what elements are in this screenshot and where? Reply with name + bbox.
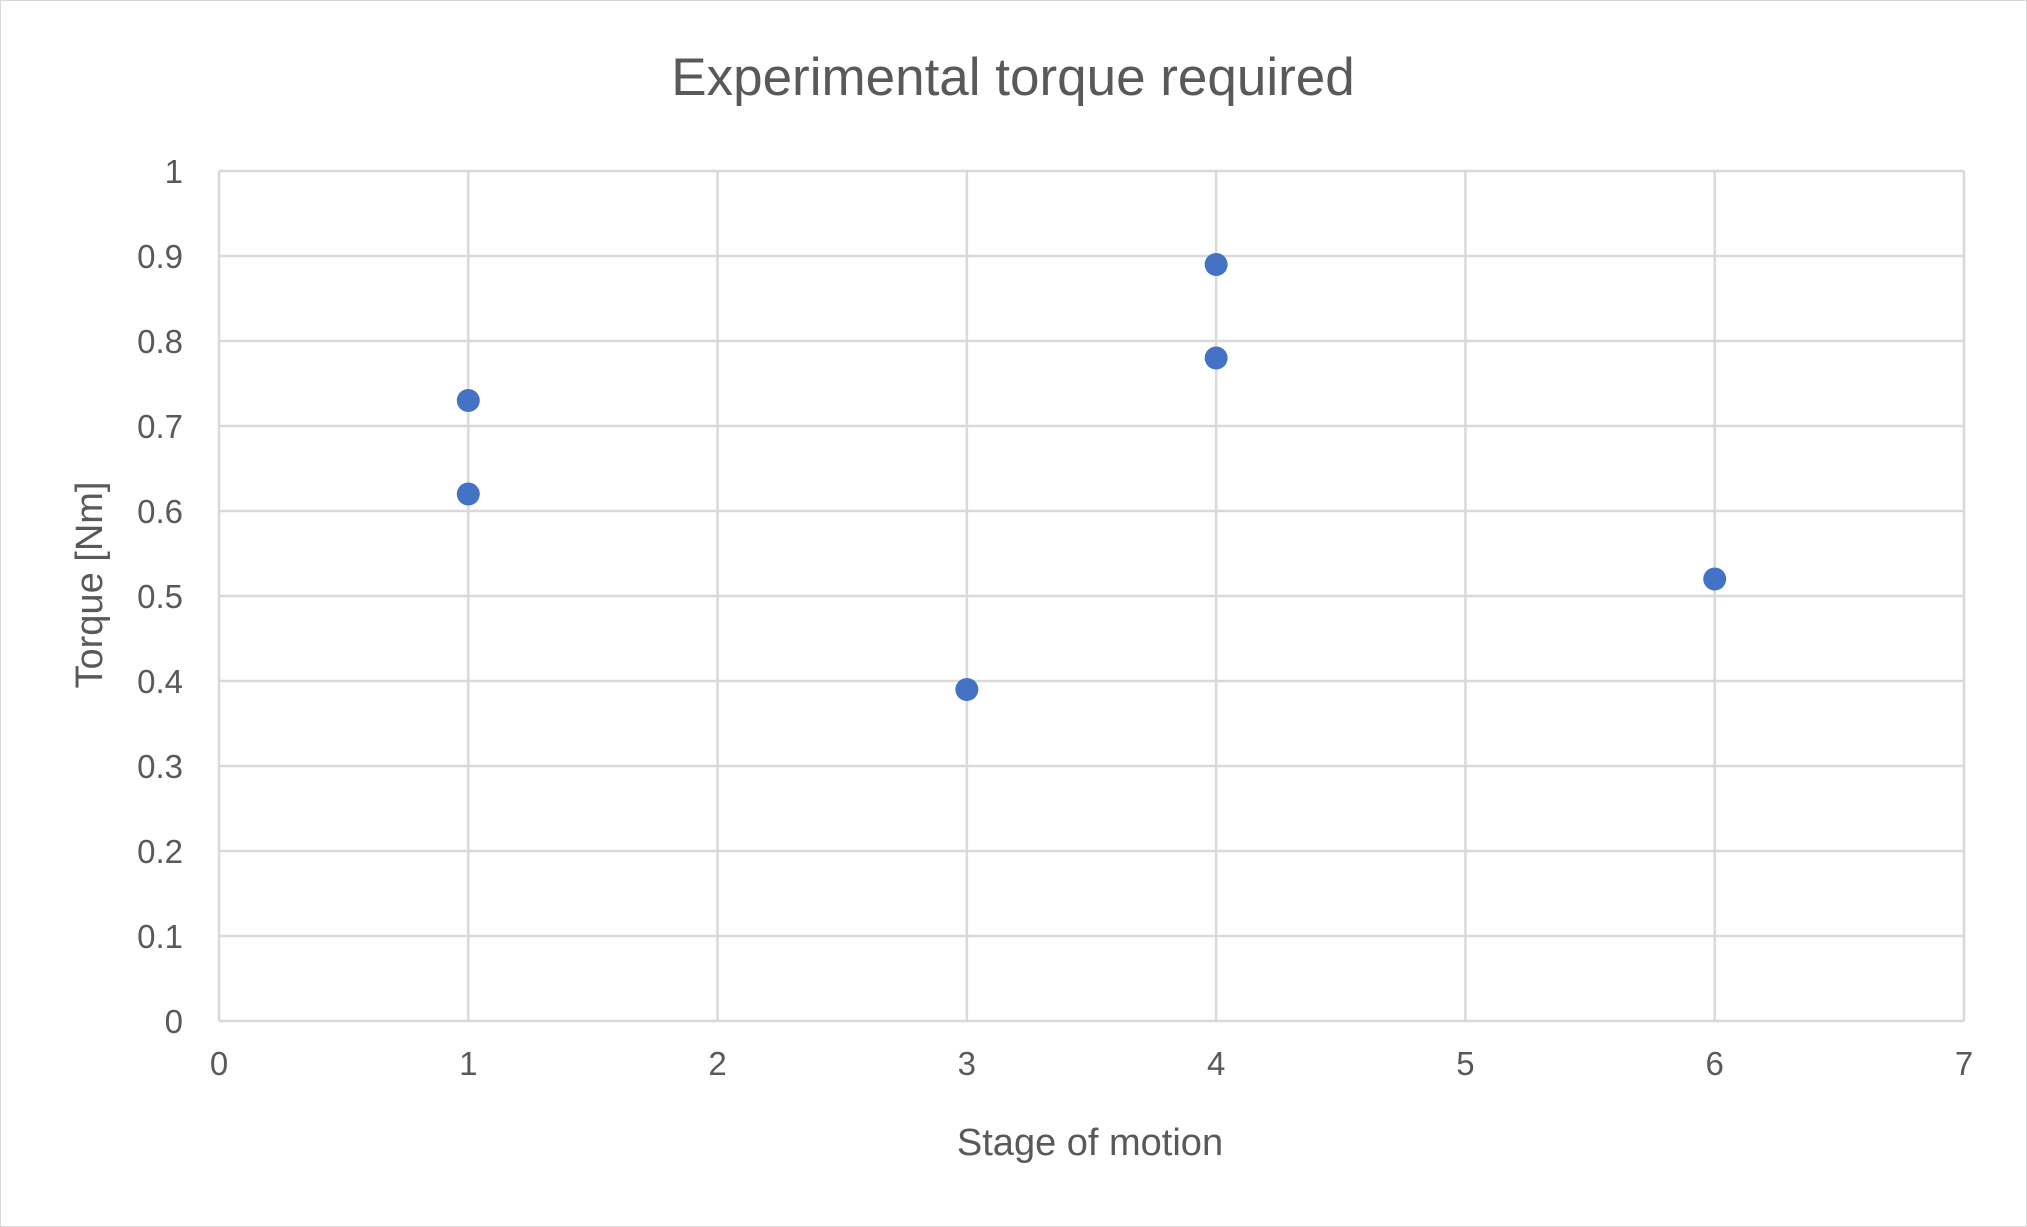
y-tick-label: 0 xyxy=(165,1003,183,1040)
chart-title: Experimental torque required xyxy=(671,48,1355,107)
data-points xyxy=(456,253,1727,701)
x-tick-label: 0 xyxy=(210,1045,228,1082)
data-point xyxy=(1204,253,1228,276)
y-tick-label: 0.8 xyxy=(137,323,183,360)
y-tick-label: 0.5 xyxy=(137,578,183,615)
x-tick-label: 4 xyxy=(1207,1045,1225,1082)
y-tick-label: 0.7 xyxy=(137,408,183,445)
data-point xyxy=(1204,346,1228,370)
x-tick-label: 3 xyxy=(958,1045,976,1082)
x-tick-label: 1 xyxy=(459,1045,477,1082)
x-axis-title: Stage of motion xyxy=(957,1122,1223,1164)
y-tick-label: 0.4 xyxy=(137,663,183,700)
y-axis-title: Torque [Nm] xyxy=(69,482,111,689)
y-tick-label: 0.9 xyxy=(137,238,183,275)
data-point xyxy=(1703,567,1727,591)
x-axis-ticks: 0 1 2 3 4 5 6 7 xyxy=(210,1045,1973,1082)
grid-layer xyxy=(217,169,1966,1023)
data-point xyxy=(456,389,480,412)
y-tick-label: 0.1 xyxy=(137,918,183,955)
y-tick-label: 0.3 xyxy=(137,748,183,785)
x-tick-label: 6 xyxy=(1706,1045,1724,1082)
x-tick-label: 5 xyxy=(1456,1045,1474,1082)
y-tick-label: 0.2 xyxy=(137,833,183,870)
y-axis-ticks: 0 0.1 0.2 0.3 0.4 0.5 0.6 0.7 0.8 0.9 1 xyxy=(137,153,183,1040)
x-tick-label: 7 xyxy=(1955,1045,1973,1082)
y-tick-label: 0.6 xyxy=(137,493,183,530)
data-point xyxy=(456,482,480,506)
data-point xyxy=(955,678,979,701)
x-tick-label: 2 xyxy=(708,1045,726,1082)
y-tick-label: 1 xyxy=(165,153,183,190)
